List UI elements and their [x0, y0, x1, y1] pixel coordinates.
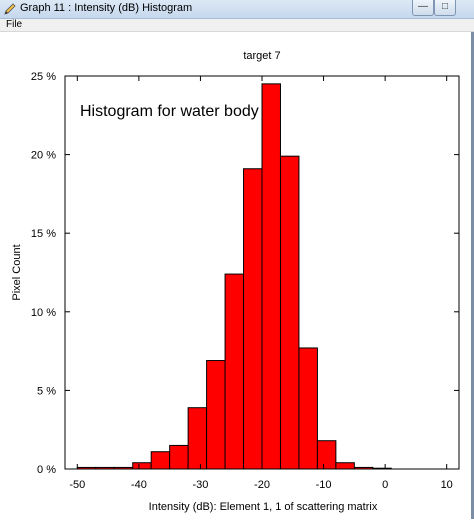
histogram-bar: [169, 444, 189, 470]
histogram-bar: [187, 407, 208, 470]
x-axis-label: Intensity (dB): Element 1, 1 of scatteri…: [149, 501, 378, 513]
plot-area: -50 -40 -30 -20 -10 0 10 0 % 5 % 10 % 15 % 20 % 25 %…: [0, 32, 474, 519]
histogram-bar: [243, 168, 263, 470]
y-tick-label: 15 %: [31, 228, 56, 240]
x-tick-label: -40: [131, 479, 147, 491]
histogram-bar: [261, 83, 281, 470]
x-tick-label: 10: [441, 479, 453, 491]
y-axis-label: Pixel Count: [11, 244, 23, 300]
histogram-bar: [335, 462, 355, 470]
y-tick-label: 0 %: [37, 464, 56, 476]
x-tick-label: -50: [69, 479, 85, 491]
y-tick-label: 25 %: [31, 71, 56, 83]
pencil-graph-icon: [4, 3, 16, 15]
histogram-bar: [316, 440, 337, 470]
histogram-bar: [298, 347, 318, 470]
y-tick-label: 20 %: [31, 150, 56, 162]
window-border: [471, 32, 474, 519]
title-bar: Graph 11 : Intensity (dB) Histogram — □: [0, 0, 474, 19]
menu-bar: File: [0, 19, 474, 32]
maximize-button[interactable]: □: [434, 0, 456, 16]
x-tick-label: -30: [192, 479, 208, 491]
y-tick-label: 10 %: [31, 307, 56, 319]
x-tick-label: -20: [254, 479, 270, 491]
histogram-bar: [279, 155, 300, 470]
x-tick-label: -10: [316, 479, 332, 491]
histogram-chart: -50 -40 -30 -20 -10 0 10 0 % 5 % 10 % 15 % 20 % 25 %…: [11, 50, 460, 513]
histogram-bar: [132, 462, 152, 470]
histogram-bar: [206, 360, 226, 470]
chart-title: target 7: [243, 50, 280, 62]
minimize-button[interactable]: —: [412, 0, 434, 16]
y-tick-label: 5 %: [37, 385, 56, 397]
menu-file[interactable]: File: [6, 19, 23, 30]
histogram-bar: [224, 273, 245, 470]
x-tick-label: 0: [382, 479, 388, 491]
chart-annotation: Histogram for water body: [80, 103, 259, 120]
window-title: Graph 11 : Intensity (dB) Histogram: [20, 2, 193, 14]
histogram-bar: [150, 451, 171, 470]
